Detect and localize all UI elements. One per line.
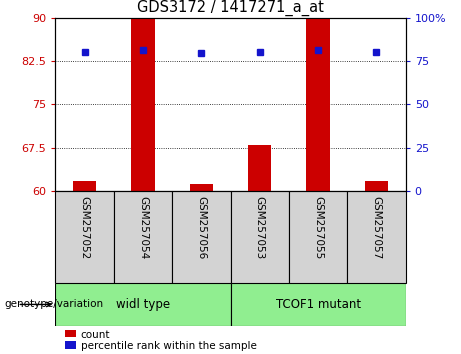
Bar — [114, 191, 172, 283]
Text: TCOF1 mutant: TCOF1 mutant — [276, 298, 361, 311]
Text: percentile rank within the sample: percentile rank within the sample — [81, 341, 257, 351]
Bar — [55, 283, 230, 326]
Title: GDS3172 / 1417271_a_at: GDS3172 / 1417271_a_at — [137, 0, 324, 16]
Text: GSM257054: GSM257054 — [138, 196, 148, 259]
Bar — [55, 191, 114, 283]
Bar — [172, 191, 230, 283]
Bar — [73, 181, 96, 191]
Bar — [131, 18, 154, 191]
Text: GSM257055: GSM257055 — [313, 196, 323, 259]
Text: widl type: widl type — [116, 298, 170, 311]
Bar — [347, 191, 406, 283]
Text: GSM257057: GSM257057 — [372, 196, 382, 259]
Text: GSM257053: GSM257053 — [254, 196, 265, 259]
Bar — [230, 191, 289, 283]
Bar — [230, 283, 406, 326]
Text: count: count — [81, 330, 110, 339]
Text: GSM257052: GSM257052 — [79, 196, 89, 259]
Bar — [365, 181, 388, 191]
Bar — [248, 145, 272, 191]
Text: genotype/variation: genotype/variation — [5, 299, 104, 309]
Bar — [307, 18, 330, 191]
Text: GSM257056: GSM257056 — [196, 196, 207, 259]
Bar — [189, 184, 213, 191]
Bar — [289, 191, 347, 283]
